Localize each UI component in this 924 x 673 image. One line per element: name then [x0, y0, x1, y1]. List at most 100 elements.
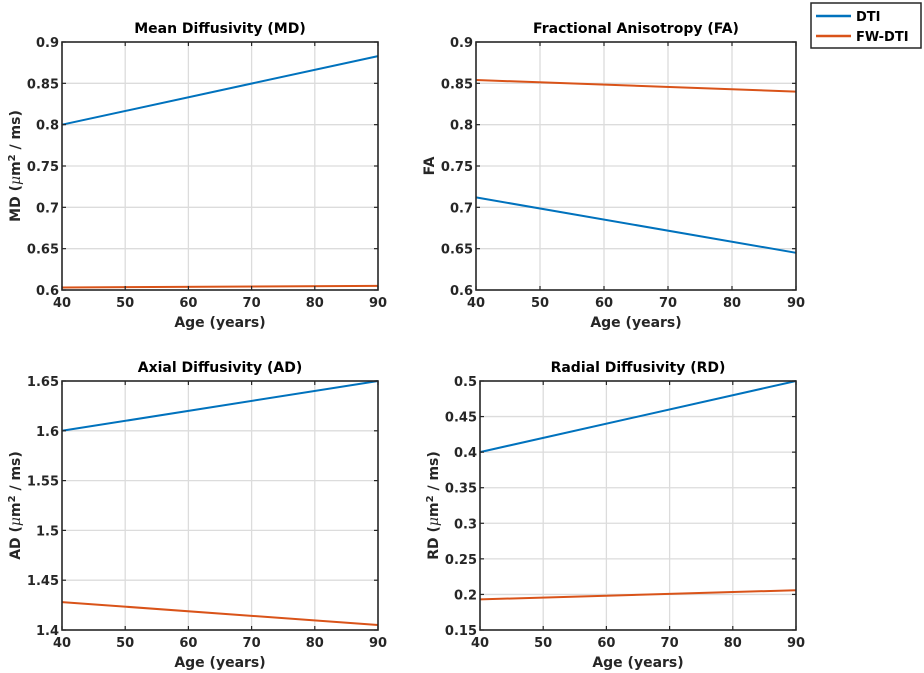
subplot-title: Radial Diffusivity (RD): [551, 360, 726, 376]
x-tick-label: 60: [179, 296, 197, 311]
subplot-axial-diffusivity-ad: 40 50 60 70 80 90 1.4 1.45 1.5 1.55 1.6 1.65 Axial D…: [7, 360, 388, 671]
x-axis-label: Age (years): [590, 315, 681, 331]
y-axis-label-part: / ms): [426, 451, 442, 495]
y-axis-label-part: 2: [7, 495, 18, 502]
x-tick-label: 80: [723, 296, 741, 311]
y-axis-label: MD (μm2 / ms): [7, 110, 25, 222]
y-axis-label-part: μ: [8, 176, 24, 185]
y-tick-label: 0.5: [454, 375, 477, 390]
legend-box: [810, 2, 922, 49]
x-tick-label: 70: [659, 296, 677, 311]
x-tick-label: 80: [306, 636, 324, 651]
y-tick-label: 1.6: [36, 425, 59, 440]
x-tick-label: 50: [531, 296, 549, 311]
y-tick-label: 0.6: [36, 284, 59, 299]
x-tick-label: 80: [306, 296, 324, 311]
y-tick-label: 0.9: [450, 36, 473, 51]
y-tick-label: 1.5: [36, 524, 59, 539]
y-tick-label: 0.85: [27, 77, 59, 92]
y-axis-label-part: 2: [425, 495, 436, 502]
plot-area: [62, 381, 378, 630]
x-tick-label: 40: [467, 296, 485, 311]
series-line-fw-dti: [61, 601, 379, 626]
y-tick-label: 0.15: [445, 624, 477, 639]
x-axis-label: Age (years): [174, 315, 265, 331]
y-tick-label: 0.85: [441, 77, 473, 92]
y-axis-label-part: m: [8, 502, 24, 517]
y-tick-label: 0.45: [445, 411, 477, 426]
y-tick-label: 0.25: [445, 553, 477, 568]
series-line-dti: [479, 380, 797, 454]
x-axis-label: Age (years): [592, 655, 683, 671]
subplot-title: Fractional Anisotropy (FA): [533, 21, 739, 37]
y-tick-label: 0.8: [36, 119, 59, 134]
y-tick-label: 0.65: [441, 243, 473, 258]
y-tick-label: 0.35: [445, 482, 477, 497]
series-line-fw-dti: [475, 79, 797, 93]
x-tick-label: 80: [724, 636, 742, 651]
x-tick-label: 90: [787, 636, 805, 651]
x-tick-label: 70: [243, 296, 261, 311]
subplot-mean-diffusivity-md: 40 50 60 70 80 90 0.6 0.65 0.7 0.75 0.8 0.85 0.9 Mean…: [7, 21, 388, 331]
y-axis-label: AD (μm2 / ms): [7, 451, 25, 560]
subplot-radial-diffusivity-rd: 40 50 60 70 80 90 0.15 0.2 0.25 0.3 0.35 0.4 0.45 0.5…: [425, 360, 806, 671]
subplot-grid: 40 50 60 70 80 90 0.6 0.65 0.7 0.75 0.8 0.85 0.9 Mean…: [7, 21, 806, 671]
plot-area: [480, 381, 796, 630]
y-axis-label-part: m: [8, 161, 24, 176]
x-tick-label: 90: [369, 636, 387, 651]
x-tick-label: 50: [534, 636, 552, 651]
y-axis-label-part: / ms): [8, 110, 24, 154]
series-line-dti: [61, 380, 379, 432]
y-axis-label-part: μ: [8, 517, 24, 526]
y-tick-label: 0.75: [441, 160, 473, 175]
y-tick-label: 0.4: [454, 446, 477, 461]
x-tick-label: 60: [179, 636, 197, 651]
y-tick-label: 0.7: [36, 201, 59, 216]
y-tick-label: 1.45: [27, 574, 59, 589]
y-axis-label-part: AD (: [8, 526, 24, 560]
y-tick-label: 1.4: [36, 624, 59, 639]
y-tick-label: 0.65: [27, 243, 59, 258]
y-axis-label: FA: [422, 156, 438, 175]
y-tick-label: 0.75: [27, 160, 59, 175]
y-axis-label-part: m: [426, 502, 442, 517]
x-tick-label: 50: [116, 636, 134, 651]
y-tick-label: 0.3: [454, 517, 477, 532]
y-tick-label: 0.8: [450, 119, 473, 134]
subplot-title: Mean Diffusivity (MD): [134, 21, 306, 37]
y-axis-label-part: μ: [426, 517, 442, 526]
series-line-fw-dti: [61, 284, 379, 289]
legend: DTI FW-DTI: [810, 2, 922, 49]
x-tick-label: 40: [53, 296, 71, 311]
series-line-dti: [61, 55, 379, 126]
x-tick-label: 70: [661, 636, 679, 651]
series-line-fw-dti: [479, 589, 797, 601]
y-tick-label: 0.2: [454, 588, 477, 603]
y-axis-label-part: MD (: [8, 185, 24, 222]
subplot-fractional-anisotropy-fa: 40 50 60 70 80 90 0.6 0.65 0.7 0.75 0.8 0.85 0.9 Frac…: [422, 21, 805, 331]
y-tick-label: 1.55: [27, 475, 59, 490]
axes-box: [479, 380, 797, 631]
x-tick-label: 90: [369, 296, 387, 311]
subplot-title: Axial Diffusivity (AD): [138, 360, 303, 376]
y-tick-label: 1.65: [27, 375, 59, 390]
y-tick-label: 0.9: [36, 36, 59, 51]
x-tick-label: 40: [471, 636, 489, 651]
x-tick-label: 90: [787, 296, 805, 311]
y-tick-label: 0.7: [450, 201, 473, 216]
x-tick-label: 40: [53, 636, 71, 651]
x-tick-label: 60: [595, 296, 613, 311]
axes-box: [61, 380, 379, 631]
legend-label-fw-dti: FW-DTI: [856, 30, 909, 45]
y-tick-label: 0.6: [450, 284, 473, 299]
y-axis-label-part: / ms): [8, 451, 24, 495]
x-tick-label: 70: [243, 636, 261, 651]
y-axis-label: RD (μm2 / ms): [425, 451, 443, 560]
legend-label-dti: DTI: [856, 10, 881, 25]
x-axis-label: Age (years): [174, 655, 265, 671]
series-line-dti: [475, 196, 797, 254]
x-tick-label: 50: [116, 296, 134, 311]
y-axis-label-part: 2: [7, 154, 18, 161]
x-tick-label: 60: [597, 636, 615, 651]
